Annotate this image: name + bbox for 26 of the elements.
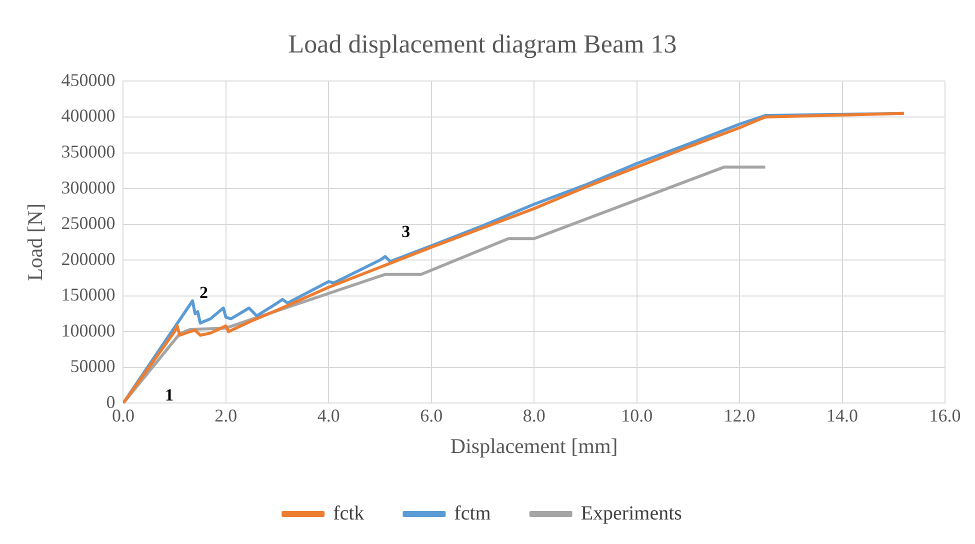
x-tick-label: 6.0 xyxy=(420,406,443,426)
x-tick-label: 16.0 xyxy=(929,406,961,426)
y-tick-label: 50000 xyxy=(70,356,116,376)
legend-label: Experiments xyxy=(580,502,682,524)
y-tick-label: 100000 xyxy=(61,320,116,340)
y-tick-label: 250000 xyxy=(61,213,116,234)
annotation: 2 xyxy=(199,283,208,302)
x-tick-label: 12.0 xyxy=(724,406,756,426)
y-tick-label: 350000 xyxy=(61,141,116,162)
y-tick-label: 150000 xyxy=(61,284,116,305)
x-tick-label: 4.0 xyxy=(317,406,340,426)
x-tick-label: 14.0 xyxy=(826,406,858,426)
x-axis-title: Displacement [mm] xyxy=(450,434,618,458)
x-tick-label: 2.0 xyxy=(214,406,238,426)
chart-title: Load displacement diagram Beam 13 xyxy=(288,29,677,58)
y-tick-label: 400000 xyxy=(61,106,116,126)
y-tick-label: 300000 xyxy=(61,177,116,198)
x-tick-label: 8.0 xyxy=(522,406,546,426)
y-tick-label: 450000 xyxy=(61,70,116,90)
legend-label: fctk xyxy=(333,502,364,524)
y-tick-label: 200000 xyxy=(61,248,116,269)
x-tick-label: 10.0 xyxy=(621,406,653,426)
annotation: 3 xyxy=(402,222,410,241)
y-axis-title: Load [N] xyxy=(23,203,48,281)
legend-label: fctm xyxy=(454,502,492,524)
annotation: 1 xyxy=(164,386,174,405)
